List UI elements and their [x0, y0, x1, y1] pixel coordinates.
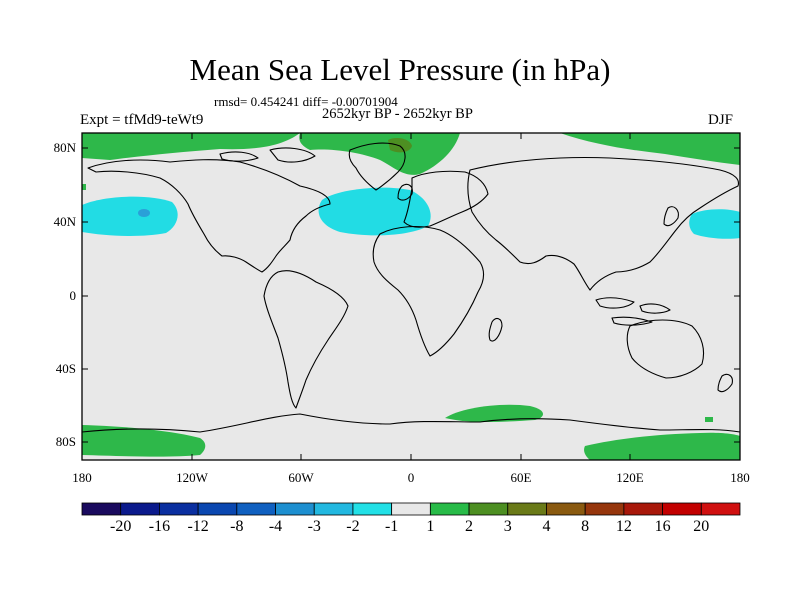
lat-label-0: 0	[69, 288, 77, 303]
pacific-strong-anomaly	[138, 209, 150, 217]
colorbar-label: 4	[542, 518, 551, 535]
lat-label-40s: 40S	[55, 361, 76, 376]
lon-label-60e: 60E	[510, 470, 532, 485]
coast-antarctica	[81, 413, 741, 433]
north-pacific-anomaly	[82, 196, 178, 236]
east-pacific-anomaly	[689, 209, 740, 239]
colorbar-label: -16	[148, 518, 171, 535]
coast-africa	[372, 225, 485, 357]
colorbar-swatch	[700, 502, 741, 516]
lon-label-180-east: 180	[730, 470, 750, 485]
southern-ocean-anomaly	[445, 404, 544, 422]
colorbar-swatch	[546, 502, 586, 516]
lon-label-120w: 120W	[176, 470, 208, 485]
lat-label-40n: 40N	[53, 214, 76, 229]
colorbar-swatch	[429, 502, 470, 516]
colorbar-swatch	[507, 502, 547, 516]
rmsd-diff-stats: rmsd= 0.454241 diff= -0.00701904	[214, 94, 398, 109]
coast-arctic-islands	[219, 147, 316, 163]
map-background	[82, 133, 740, 460]
colorbar-swatch	[584, 502, 625, 516]
time-period: 2652kyr BP - 2652kyr BP	[322, 106, 473, 122]
colorbar-label: -4	[268, 518, 283, 535]
coast-europe	[403, 170, 489, 228]
small-anomaly-pacific	[705, 417, 713, 422]
coast-madagascar	[488, 317, 503, 342]
colorbar-label: -20	[110, 518, 132, 535]
colorbar	[81, 502, 741, 516]
lat-label-80s: 80S	[55, 434, 76, 449]
coast-japan	[663, 206, 679, 227]
small-anomaly-atlantic	[82, 184, 86, 190]
colorbar-swatch	[159, 502, 199, 516]
colorbar-label: 16	[654, 518, 671, 535]
lon-label-120e: 120E	[616, 470, 644, 485]
experiment-label: Expt = tfMd9-teWt9	[80, 112, 204, 128]
arctic-anomaly-west	[82, 133, 300, 160]
coast-asia	[467, 156, 740, 291]
colorbar-label: -8	[230, 518, 244, 535]
lon-label-0: 0	[407, 470, 415, 485]
coast-australia	[626, 319, 705, 379]
coast-south-america	[263, 270, 349, 409]
arctic-anomaly-east	[560, 133, 740, 165]
season-label: DJF	[708, 112, 734, 128]
colorbar-label: 2	[465, 518, 474, 535]
colorbar-label: -1	[384, 518, 399, 535]
antarctic-anomaly-west	[82, 425, 206, 457]
colorbar-swatch	[468, 502, 509, 516]
north-atlantic-anomaly	[318, 187, 431, 236]
colorbar-swatch	[197, 502, 238, 516]
colorbar-swatch	[662, 502, 702, 516]
arctic-anomaly-center	[299, 133, 460, 175]
map-panel	[81, 132, 741, 461]
colorbar-label: 3	[503, 518, 512, 535]
lat-label-80n: 80N	[53, 140, 76, 155]
colorbar-swatch	[623, 502, 663, 516]
colorbar-label: 1	[426, 518, 435, 535]
lon-label-180-west: 180	[72, 470, 92, 485]
colorbar-label: 20	[693, 518, 710, 535]
coast-new-zealand	[717, 373, 733, 393]
colorbar-swatch	[275, 502, 315, 516]
coast-greenland	[348, 142, 406, 191]
axis-ticks	[81, 133, 741, 460]
coast-uk	[397, 183, 413, 201]
positive-strong-anomaly	[388, 138, 412, 153]
antarctic-anomaly-east	[584, 432, 740, 460]
colorbar-label: 8	[581, 518, 590, 535]
colorbar-swatch	[236, 502, 276, 516]
coast-north-america	[87, 159, 331, 273]
coastlines	[81, 142, 741, 433]
colorbar-label: -12	[187, 518, 209, 535]
colorbar-swatch	[120, 502, 160, 516]
negative-strong-anomaly	[138, 209, 150, 217]
colorbar-label: -3	[307, 518, 321, 535]
colorbar-swatch	[81, 502, 122, 516]
lon-label-60w: 60W	[288, 470, 314, 485]
map-title: Mean Sea Level Pressure (in hPa)	[189, 52, 611, 87]
greenland-strong-anomaly	[388, 138, 412, 153]
colorbar-label: -2	[346, 518, 360, 535]
positive-anomaly-regions	[82, 133, 740, 460]
colorbar-swatch	[352, 502, 393, 516]
colorbar-swatch	[391, 502, 431, 516]
colorbar-swatch	[313, 502, 354, 516]
coast-indonesia	[595, 297, 671, 326]
colorbar-label: 12	[615, 518, 632, 535]
